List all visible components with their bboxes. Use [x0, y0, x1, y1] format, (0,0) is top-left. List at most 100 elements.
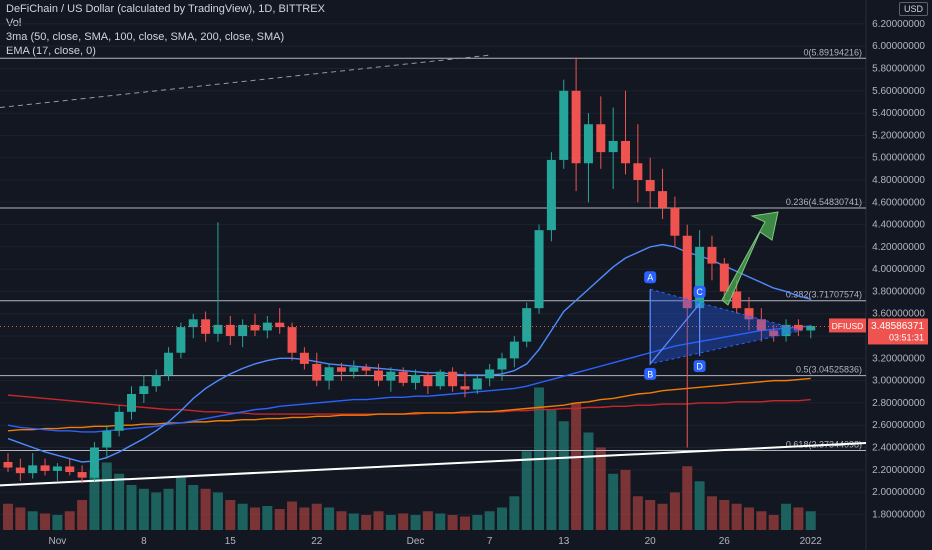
volume-bar [385, 515, 396, 530]
volume-bar [101, 462, 112, 530]
volume-bar [151, 492, 162, 530]
volume-bar [77, 500, 88, 530]
candle-body [781, 324, 791, 337]
candle-body [176, 327, 186, 353]
y-tick-label: 2.20000000 [872, 465, 925, 476]
candle-body [559, 90, 569, 160]
chart-title[interactable]: DeFiChain / US Dollar (calculated by Tra… [6, 3, 325, 15]
volume-bar [274, 509, 285, 530]
volume-bar [595, 447, 606, 530]
x-tick-label: 2022 [800, 536, 823, 547]
pattern-point-label: B [647, 369, 653, 379]
volume-bar [212, 492, 223, 530]
candle-body [361, 367, 371, 371]
candle-body [719, 263, 729, 292]
x-tick-label: 26 [719, 536, 731, 547]
candle-body [349, 367, 359, 372]
y-tick-label: 6.00000000 [872, 41, 925, 52]
y-tick-label: 3.80000000 [872, 286, 925, 297]
volume-bar [731, 503, 742, 530]
volume-bar [348, 513, 359, 530]
volume-bar [459, 516, 470, 530]
candle-body [52, 466, 62, 471]
candle-body [806, 326, 816, 331]
y-tick-label: 3.60000000 [872, 309, 925, 320]
candle-body [546, 159, 556, 231]
candle-body [65, 466, 75, 473]
volume-label[interactable]: Vol [6, 17, 22, 29]
candle-body [608, 140, 618, 153]
volume-bar [410, 515, 421, 530]
currency-badge[interactable]: USD [898, 2, 928, 16]
volume-bar [225, 500, 236, 530]
volume-bar [645, 500, 656, 530]
x-tick-label: Dec [407, 536, 425, 547]
ema-indicator-label[interactable]: EMA (17, close, 0) [6, 45, 96, 57]
volume-bar [175, 477, 186, 530]
volume-bar [40, 513, 51, 530]
candle-body [583, 124, 593, 164]
candle-body [188, 319, 198, 328]
candle-body [658, 191, 668, 208]
fib-level-label: 0.236(4.54830741) [786, 197, 862, 207]
volume-bar [138, 488, 149, 530]
candle-body [374, 370, 383, 381]
candle-body [77, 472, 87, 478]
volume-bar [447, 515, 458, 530]
volume-bar [361, 515, 372, 530]
candle-body [164, 352, 174, 376]
abcd-pattern-line [649, 289, 701, 366]
volume-bar [521, 451, 532, 530]
volume-bar [435, 513, 446, 530]
candle-body [472, 378, 482, 390]
volume-bar [311, 503, 322, 530]
candle-body [398, 371, 408, 383]
candle-body [534, 230, 544, 309]
y-tick-label: 1.80000000 [872, 509, 925, 520]
volume-bar [793, 507, 804, 530]
volume-bar [64, 511, 75, 530]
candle-body [386, 371, 396, 381]
y-tick-label: 2.60000000 [872, 420, 925, 431]
volume-bar [768, 515, 779, 530]
candle-body [695, 246, 705, 309]
candle-body [151, 375, 161, 387]
volume-bar [608, 473, 619, 530]
volume-bar [472, 515, 483, 530]
volume-bar [188, 485, 199, 530]
volume-bar [484, 511, 495, 530]
candle-body [312, 363, 322, 381]
volume-bar [706, 496, 717, 530]
x-tick-label: 15 [225, 536, 237, 547]
volume-bar [546, 410, 557, 530]
pattern-point-badge [693, 285, 706, 298]
candle-body [287, 327, 297, 353]
candle-body [262, 322, 272, 331]
ma-indicator-label[interactable]: 3ma (50, close, SMA, 100, close, SMA, 20… [6, 31, 285, 43]
candle-body [645, 179, 655, 192]
y-tick-label: 5.20000000 [872, 130, 925, 141]
candle-body [744, 308, 754, 320]
y-tick-label: 5.00000000 [872, 153, 925, 164]
candle-body [596, 124, 606, 153]
candle-body [201, 319, 211, 334]
ema17-line [7, 243, 811, 463]
x-tick-label: 20 [645, 536, 657, 547]
candle-body [485, 369, 495, 379]
volume-bar [669, 492, 680, 530]
price-tag-value: 3.48586371 [871, 321, 924, 332]
fib-level-label: 0.5(3.04525836) [796, 365, 862, 375]
volume-bar [237, 503, 248, 530]
y-tick-label: 2.00000000 [872, 487, 925, 498]
volume-bar [719, 500, 730, 530]
candle-body [299, 352, 309, 364]
candle-body [769, 330, 779, 337]
pattern-point-label: A [647, 273, 653, 283]
pattern-point-a: A [644, 271, 657, 284]
candle-body [682, 235, 692, 309]
candle-body [213, 324, 223, 334]
y-tick-label: 6.20000000 [872, 19, 925, 30]
fib-level-label: 0(5.89194216) [803, 47, 862, 57]
candle-body [497, 358, 507, 370]
